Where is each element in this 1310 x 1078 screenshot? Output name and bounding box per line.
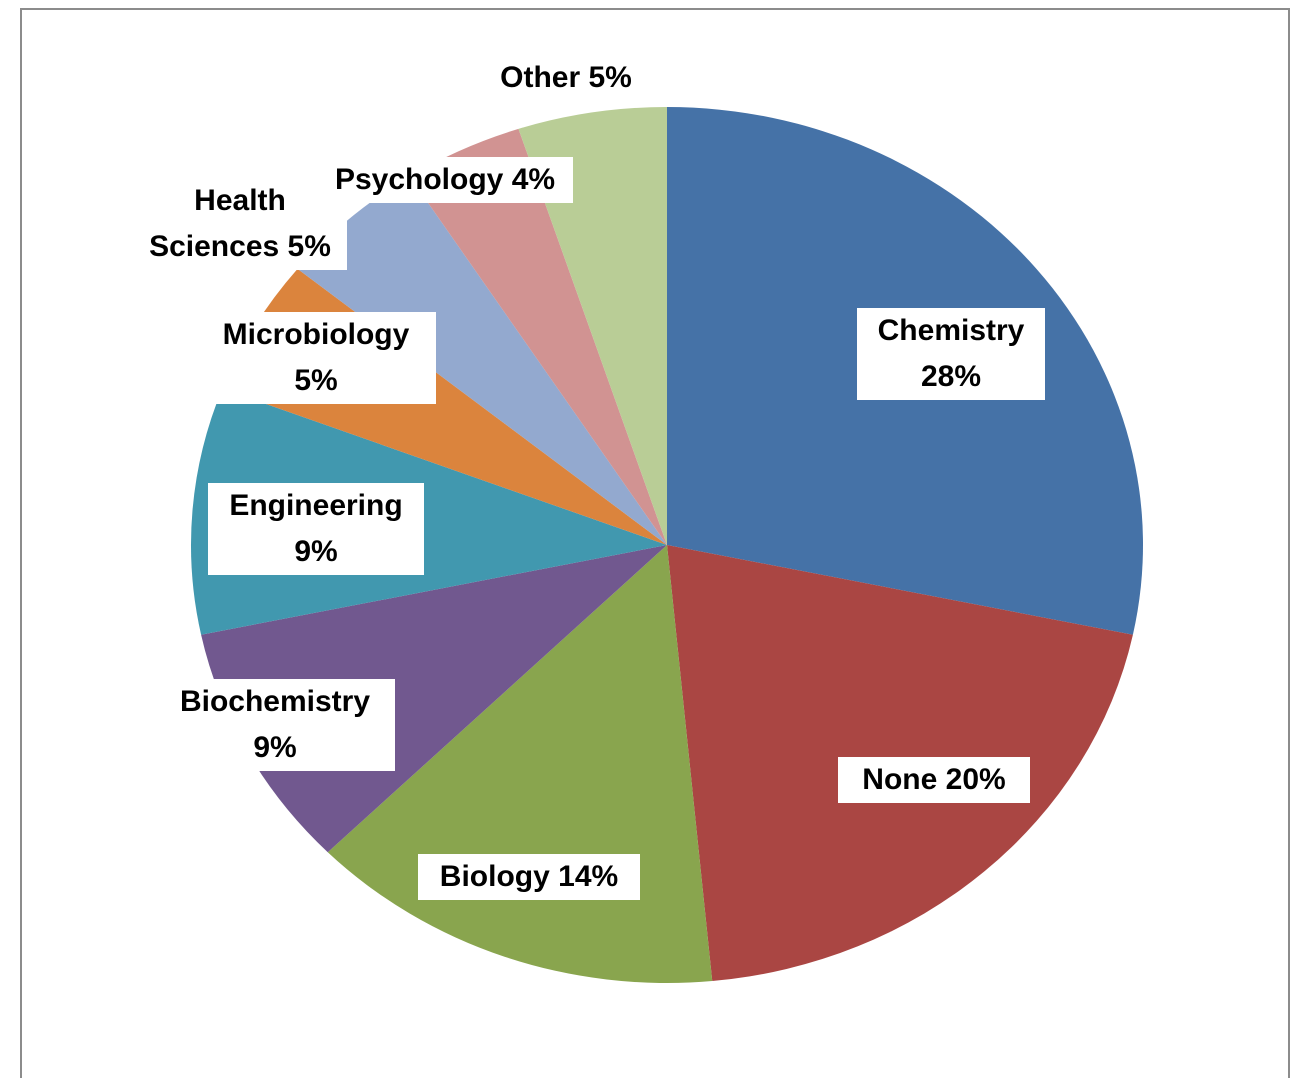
- data-label: None 20%: [838, 757, 1030, 803]
- data-label: Chemistry 28%: [857, 308, 1045, 400]
- category-label: Microbiology: [222, 318, 410, 351]
- pie-slice: [297, 176, 667, 546]
- data-label: Engineering 9%: [208, 483, 424, 575]
- category-label: Other: [500, 61, 581, 94]
- value-label: 5%: [287, 230, 331, 263]
- pie-slice: [518, 107, 667, 545]
- category-label: None: [862, 763, 938, 796]
- category-label: Biology: [439, 860, 550, 893]
- category-label: Engineering: [229, 489, 403, 522]
- category-label: Biochemistry: [179, 685, 371, 718]
- chart-frame: [20, 8, 1290, 1078]
- value-label: 28%: [920, 360, 982, 393]
- category-label: Chemistry: [877, 314, 1025, 347]
- value-label: 5%: [294, 364, 338, 397]
- pie-slice: [409, 128, 667, 546]
- value-label: 9%: [253, 731, 297, 764]
- data-label: Health Sciences 5%: [133, 178, 347, 270]
- data-label: Biology 14%: [418, 854, 640, 900]
- value-label: 20%: [945, 763, 1006, 796]
- data-label: Microbiology 5%: [196, 312, 436, 404]
- category-label: Psychology: [334, 163, 504, 196]
- value-label: 9%: [294, 535, 338, 568]
- value-label: 4%: [511, 163, 556, 196]
- value-label: 14%: [558, 860, 619, 893]
- data-label: Psychology 4%: [317, 157, 573, 203]
- pie-slice: [201, 545, 668, 853]
- category-label: Health Sciences: [149, 184, 286, 263]
- value-label: 5%: [588, 61, 632, 94]
- data-label: Biochemistry 9%: [155, 679, 395, 771]
- data-label: Other 5%: [481, 55, 651, 101]
